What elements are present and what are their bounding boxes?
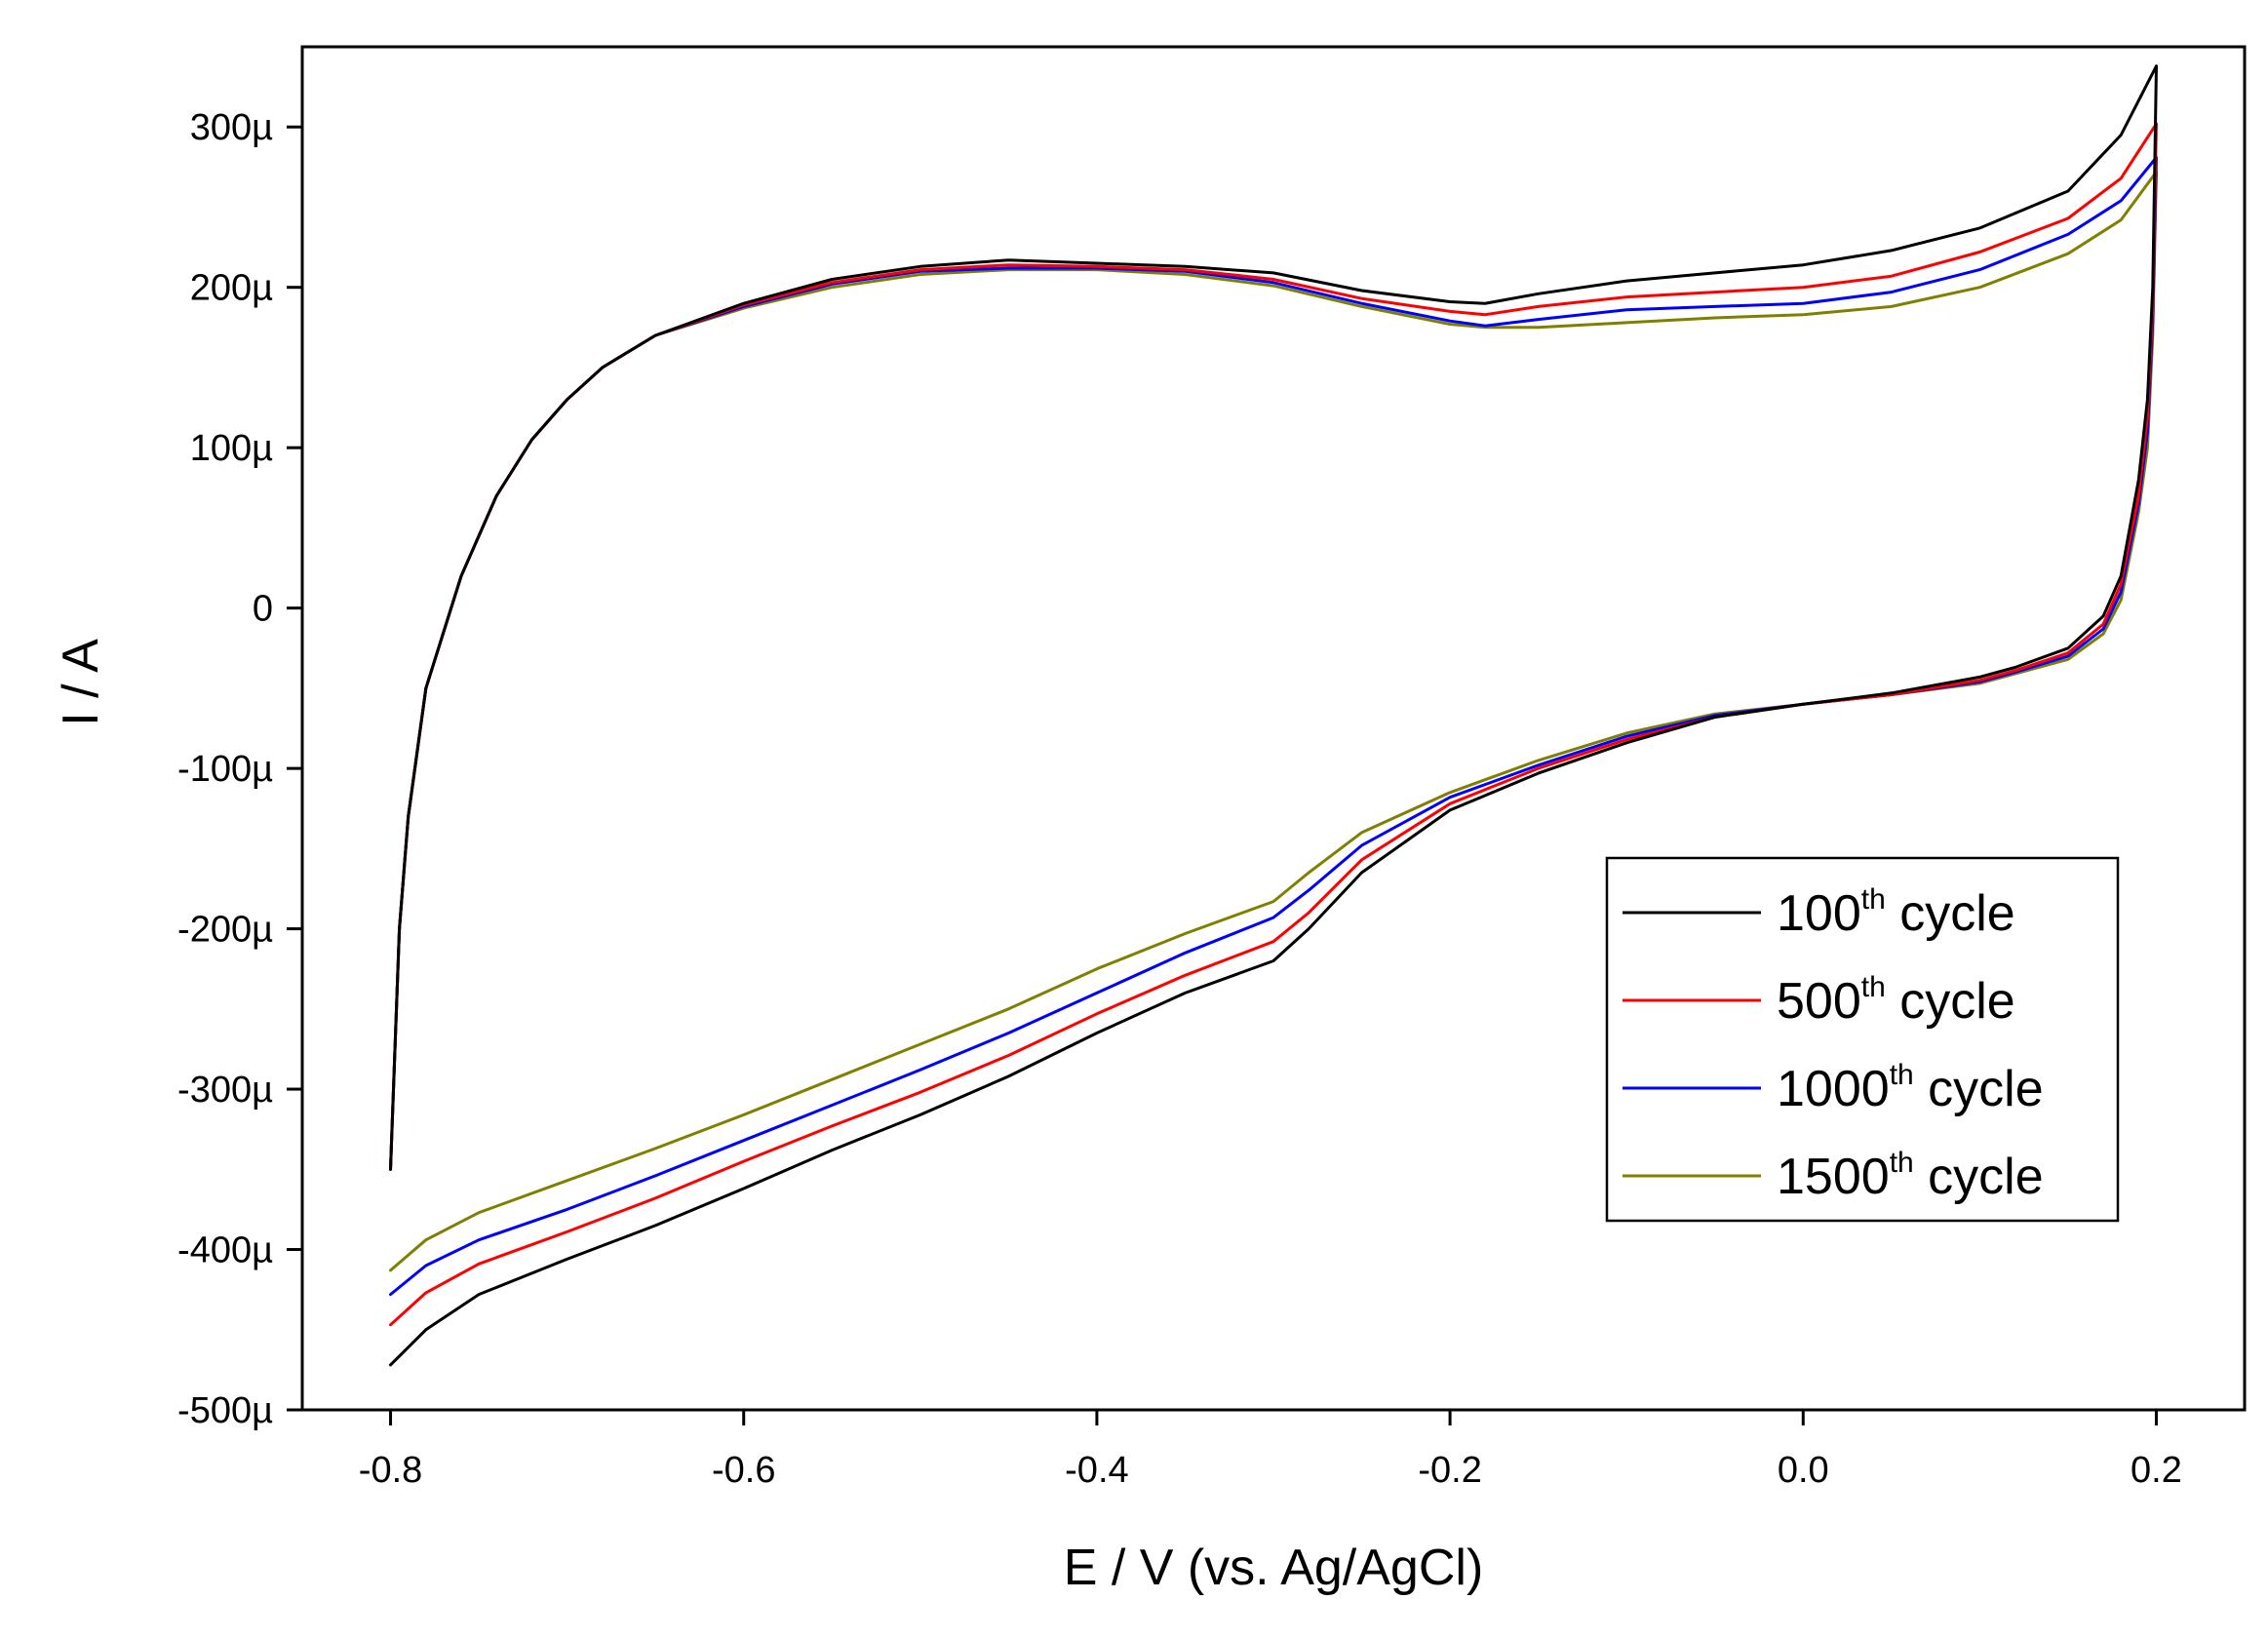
legend-number: 1000 [1777, 1061, 1890, 1117]
x-tick-label: -0.6 [712, 1450, 775, 1491]
legend-suffix: cycle [1886, 885, 2015, 942]
y-tick-label: 0 [253, 589, 273, 630]
legend-superscript: th [1890, 1147, 1914, 1179]
series-line-100 [389, 64, 2158, 1367]
legend-number: 500 [1777, 973, 1861, 1030]
legend-superscript: th [1861, 971, 1886, 1003]
x-tick-label: 0.0 [1778, 1450, 1829, 1491]
legend-superscript: th [1890, 1059, 1914, 1091]
y-tick-label: -500µ [177, 1390, 273, 1431]
x-tick-label: -0.4 [1065, 1450, 1128, 1491]
legend-number: 1500 [1777, 1149, 1890, 1205]
legend-suffix: cycle [1914, 1149, 2044, 1205]
x-tick-label: -0.2 [1418, 1450, 1481, 1491]
y-tick-label: -200µ [177, 910, 273, 951]
y-axis-title: I / A [53, 639, 109, 726]
x-axis-ticks: -0.8 -0.6 -0.4 -0.2 0.0 0.2 [359, 1410, 2182, 1491]
legend-label-1500: 1500th cycle [1777, 1147, 2044, 1205]
legend-box [1605, 856, 2120, 1223]
legend-label-100: 100th cycle [1777, 883, 2015, 942]
legend-number: 100 [1777, 885, 1861, 942]
y-tick-label: 200µ [190, 268, 273, 309]
y-tick-label: 100µ [190, 428, 273, 469]
y-tick-label: -300µ [177, 1070, 273, 1111]
x-tick-label: 0.2 [2131, 1450, 2182, 1491]
legend-superscript: th [1861, 883, 1886, 916]
y-tick-label: -100µ [177, 749, 273, 790]
legend-suffix: cycle [1886, 973, 2015, 1030]
series-lines [389, 64, 2158, 1367]
x-tick-label: -0.8 [359, 1450, 422, 1491]
legend-suffix: cycle [1914, 1061, 2044, 1117]
y-tick-label: 300µ [190, 107, 273, 148]
x-axis-title: E / V (vs. Ag/AgCl) [1064, 1540, 1484, 1596]
y-axis-ticks: -500µ -400µ -300µ -200µ -100µ 0 100µ 200µ 300µ [177, 107, 302, 1431]
y-tick-label: -400µ [177, 1230, 273, 1271]
legend-label-500: 500th cycle [1777, 971, 2015, 1030]
plot-frame [300, 45, 2247, 1412]
legend-label-1000: 1000th cycle [1777, 1059, 2044, 1117]
